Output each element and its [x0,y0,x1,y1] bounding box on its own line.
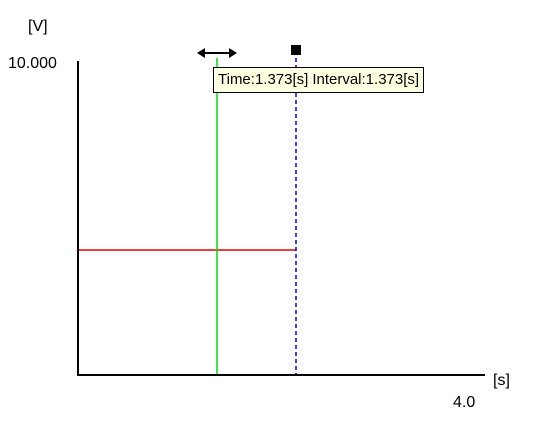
x-axis-unit: [s] [493,372,510,389]
x-axis-max-label: 4.0 [453,394,476,411]
y-axis-unit: [V] [28,18,48,35]
tooltip-interval: Interval:1.373[s] [312,71,420,88]
tooltip-time: Time:1.373[s] [218,71,309,88]
double-arrow-icon[interactable] [197,48,237,58]
square-marker-icon[interactable] [291,45,301,55]
y-axis-max-label: 10.000 [8,55,57,72]
cursor-tooltip: Time:1.373[s] Interval:1.373[s] [213,67,425,93]
